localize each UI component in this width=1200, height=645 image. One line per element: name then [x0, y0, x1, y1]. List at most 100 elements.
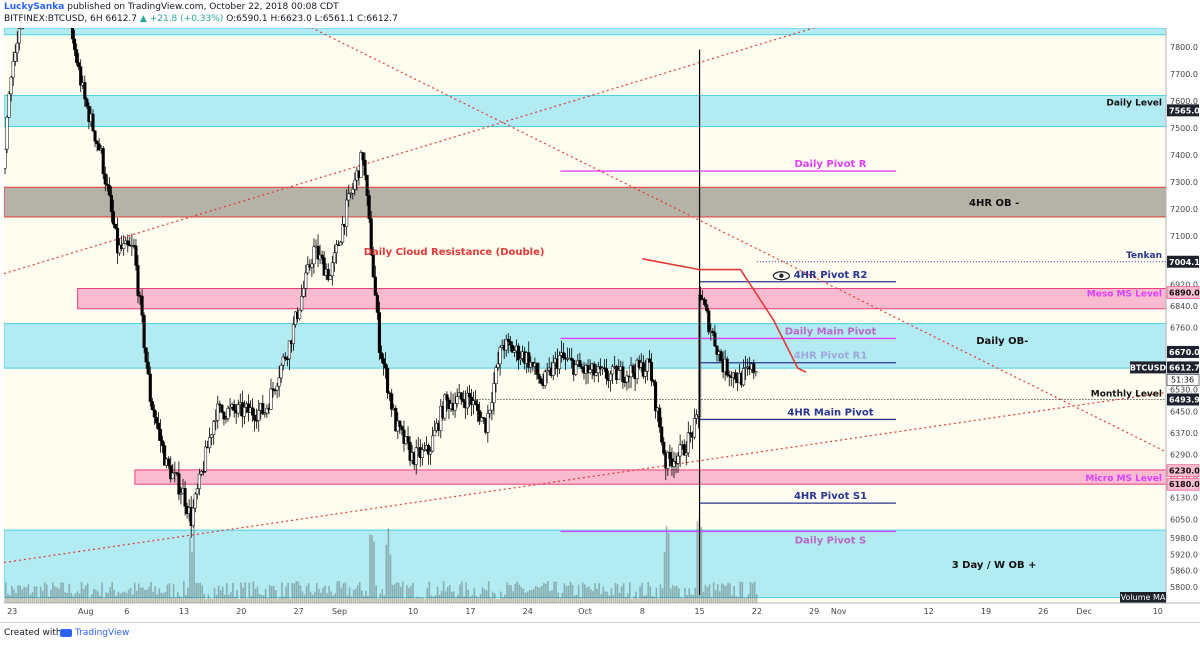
label-daily-pivot-r: Daily Pivot R: [794, 159, 866, 170]
candle-body: [545, 370, 549, 373]
candle-body: [302, 288, 306, 297]
candle-body: [203, 446, 208, 472]
volume-bar: [354, 588, 357, 603]
volume-bar: [21, 589, 24, 603]
candle-body: [347, 193, 351, 201]
publish-info: LuckySanka published on TradingView.com,…: [4, 2, 339, 12]
x-tick-label: 24: [523, 607, 533, 616]
volume-bar: [285, 586, 287, 603]
volume-bar: [385, 544, 388, 603]
volume-bar: [320, 592, 322, 603]
volume-bar: [561, 592, 564, 603]
volume-bar: [125, 593, 128, 603]
volume-bar: [514, 583, 517, 603]
volume-bar: [686, 594, 688, 603]
y-tick-label: 7600.0: [1170, 97, 1198, 106]
volume-bar: [653, 596, 656, 603]
volume-bar: [152, 591, 154, 603]
volume-bar: [58, 588, 60, 603]
volume-bar: [565, 586, 568, 603]
candle-body: [95, 140, 99, 144]
volume-bar: [264, 588, 267, 603]
candle-body: [310, 263, 314, 268]
volume-bar: [31, 592, 34, 603]
volume-bar: [459, 584, 461, 603]
tradingview-brand[interactable]: TradingView: [60, 628, 129, 638]
volume-bar: [671, 585, 674, 603]
candle-body: [332, 252, 336, 264]
volume-bar: [493, 593, 496, 603]
volume-bar: [559, 597, 562, 603]
volume-bar: [203, 594, 206, 603]
candle-body: [741, 368, 746, 386]
candle-body: [67, 14, 70, 17]
volume-bar: [383, 595, 386, 603]
volume-bar: [526, 591, 529, 603]
candle-body: [77, 62, 81, 67]
x-tick-label: 17: [465, 607, 475, 616]
candle-body: [285, 358, 289, 360]
volume-bar: [23, 586, 26, 603]
candle-body: [486, 413, 490, 433]
candle-body: [277, 377, 281, 387]
volume-bar: [663, 552, 666, 603]
volume-bar: [422, 597, 424, 603]
candle-body: [570, 357, 574, 361]
author-link[interactable]: LuckySanka: [4, 2, 65, 12]
candle-body: [351, 188, 355, 194]
symbol-tag: [1130, 361, 1166, 374]
label-monthly-level: Monthly Level: [1091, 389, 1162, 399]
volume-bar: [586, 587, 588, 603]
y-tick-label: 6450.0: [1170, 407, 1198, 416]
label-daily-level: Daily Level: [1106, 98, 1162, 108]
volume-bar: [442, 581, 445, 603]
volume-bar: [191, 551, 193, 603]
candle-body: [4, 148, 7, 169]
candle-body: [508, 341, 512, 346]
volume-bar: [504, 594, 506, 603]
candle-body: [643, 371, 647, 377]
label-4hr-pivot-r1: 4HR Pivot R1: [794, 351, 868, 362]
x-tick-label: 6: [124, 607, 129, 616]
volume-bar: [39, 586, 42, 603]
candle-body: [338, 241, 343, 246]
candle-body: [398, 420, 402, 427]
candle-body: [692, 418, 696, 438]
price-chart[interactable]: Daily Cloud Resistance (Double) Daily Pi…: [0, 0, 1200, 622]
volume-bar: [573, 595, 576, 603]
x-tick-label: 8: [640, 607, 645, 616]
candle-body: [154, 416, 158, 424]
volume-bar: [295, 581, 298, 603]
candle-body: [34, 0, 37, 2]
volume-bar: [170, 597, 173, 603]
candle-body: [279, 364, 283, 379]
candle-body: [158, 429, 163, 441]
candle-body: [574, 364, 578, 375]
volume-bar: [475, 595, 478, 603]
label-4hr-ob: 4HR OB -: [969, 198, 1019, 209]
volume-bar: [193, 518, 195, 603]
volume-bar: [72, 596, 75, 603]
volume-bar: [714, 589, 717, 603]
volume-bar: [328, 585, 330, 603]
candle-body: [494, 367, 498, 384]
candle-body: [13, 52, 17, 62]
candle-body: [103, 173, 107, 185]
candle-body: [122, 243, 126, 249]
volume-bar: [41, 590, 44, 603]
candle-body: [251, 407, 255, 416]
volume-bar: [158, 588, 161, 603]
candle-body: [312, 246, 316, 265]
candle-body: [611, 366, 615, 375]
volume-bar: [620, 586, 623, 603]
volume-bar: [700, 526, 703, 603]
x-tick-label: 12: [924, 607, 934, 616]
volume-bar: [131, 594, 134, 603]
candle-body: [649, 362, 654, 381]
candle-body: [175, 472, 179, 474]
candle-body: [142, 315, 146, 349]
volume-bar: [524, 592, 527, 603]
volume-bar: [11, 585, 13, 603]
volume-bar: [215, 594, 218, 603]
volume-bar: [661, 588, 664, 603]
